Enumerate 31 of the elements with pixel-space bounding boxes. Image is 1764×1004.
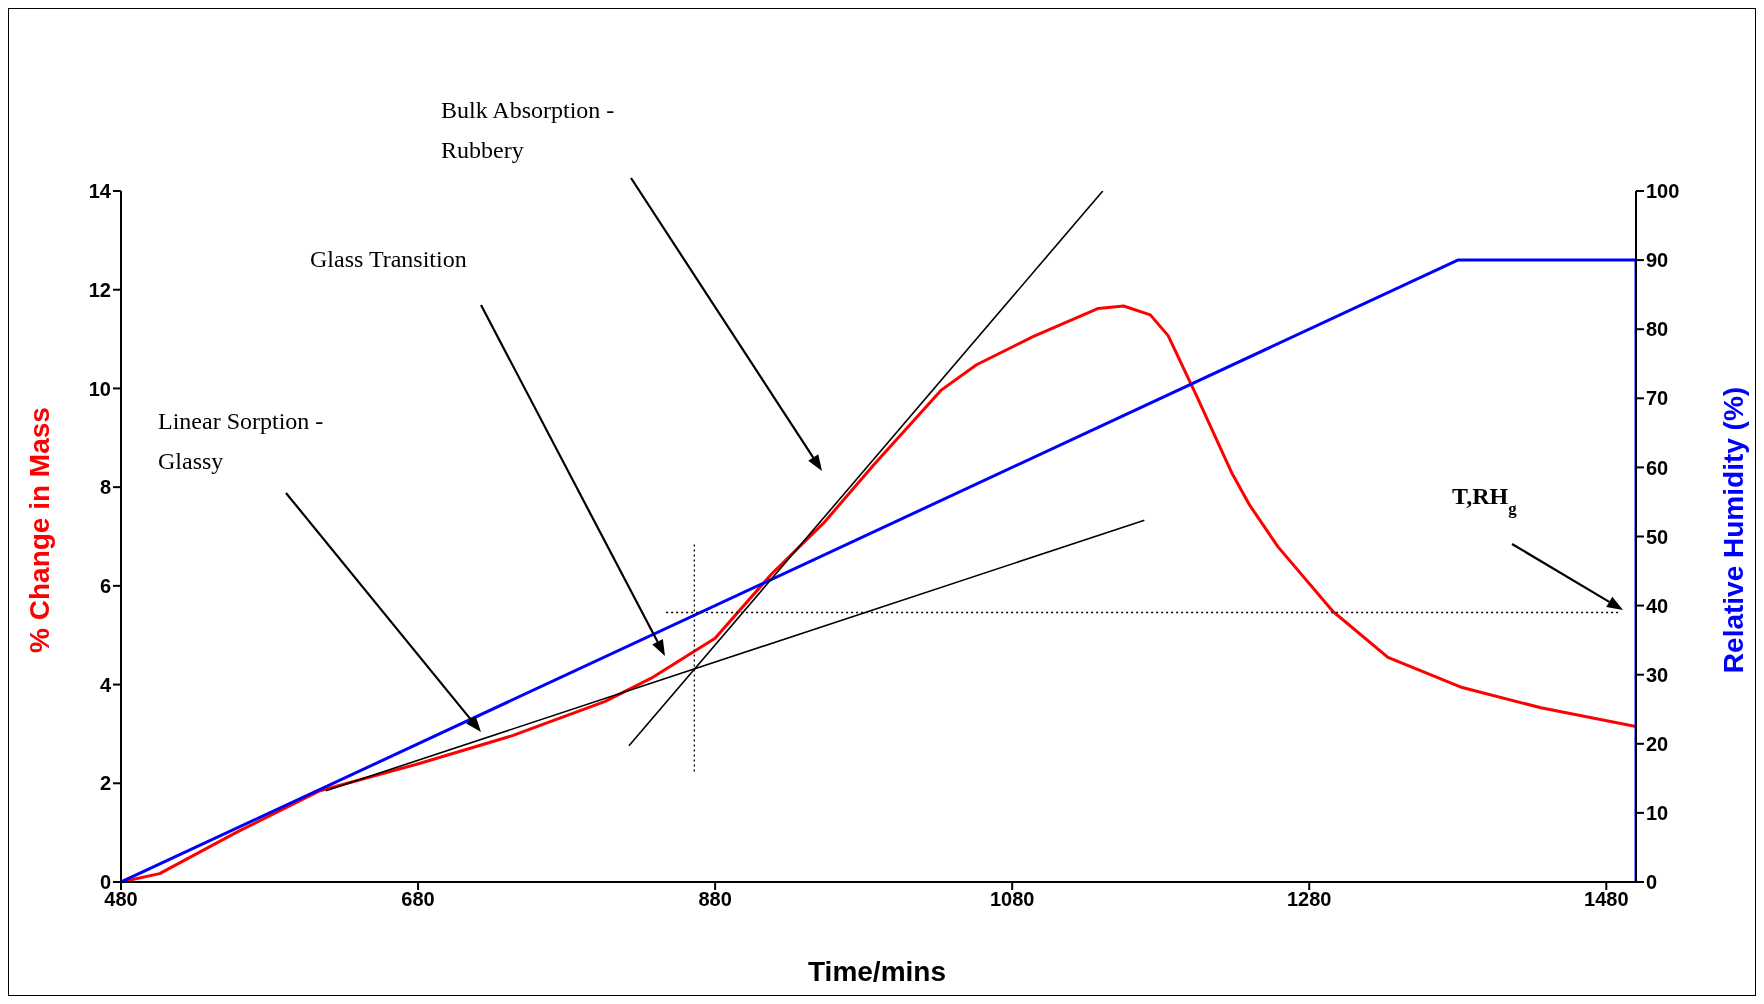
y2-tick-label: 0: [1646, 871, 1658, 894]
x-tick-label: 1280: [1286, 888, 1332, 911]
y2-tick-label: 70: [1646, 387, 1669, 410]
x-axis-title: Time/mins: [808, 956, 946, 987]
text: Bulk Absorption - Rubbery: [441, 97, 615, 163]
y-tick-label: 4: [99, 673, 112, 696]
y2-axis-title: Relative Humidity (%): [1718, 386, 1749, 674]
x-tick-label: 880: [698, 888, 732, 911]
y-tick-label: 12: [88, 278, 111, 301]
y2-tick-label: 30: [1646, 663, 1669, 686]
y2-tick-label: 100: [1646, 180, 1680, 203]
x-tick-label: 1080: [989, 888, 1035, 911]
y-axis-title: % Change in Mass: [24, 407, 55, 653]
y2-tick-label: 80: [1646, 318, 1669, 341]
annotation: T,RH$_{g}$: [1452, 483, 1518, 518]
y2-tick-label: 90: [1646, 249, 1669, 272]
y2-tick-label: 50: [1646, 525, 1669, 548]
y2-tick-label: 20: [1646, 732, 1669, 755]
y-tick-label: 6: [99, 574, 111, 597]
y-tick-label: 8: [99, 476, 111, 499]
y-tick-label: 14: [88, 180, 112, 203]
x-tick-label: 1480: [1584, 888, 1629, 911]
y2-tick-label: 40: [1646, 594, 1669, 617]
x-tick-label: 680: [401, 888, 435, 911]
x-tick-label: 480: [104, 888, 138, 911]
y-tick-label: 2: [99, 772, 111, 795]
annotation: Glass Transition: [310, 246, 467, 272]
y2-tick-label: 10: [1646, 802, 1669, 824]
y-tick-label: 10: [88, 377, 111, 400]
annotation: Linear Sorption - Glassy: [158, 408, 324, 474]
y2-tick-label: 60: [1646, 456, 1669, 479]
